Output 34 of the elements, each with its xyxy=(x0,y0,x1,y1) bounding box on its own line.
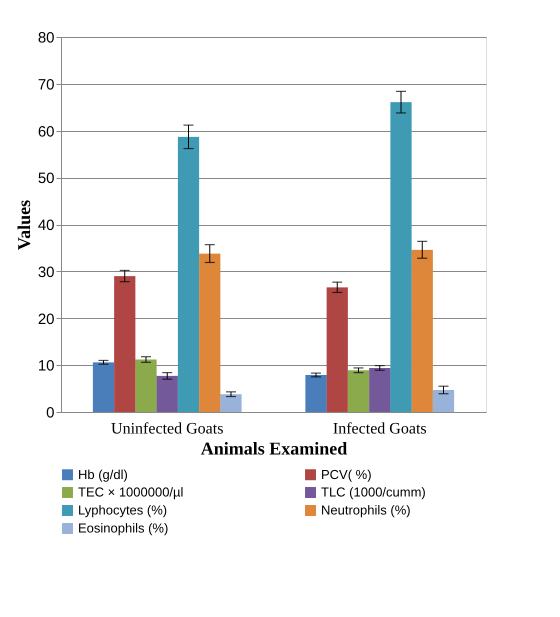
legend-label: Neutrophils (%) xyxy=(321,502,411,518)
x-tick-label: Uninfected Goats xyxy=(111,420,224,438)
y-axis-title: Values xyxy=(14,200,34,250)
bar xyxy=(220,394,242,412)
legend-label: TLC (1000/cumm) xyxy=(321,484,426,500)
bar xyxy=(178,136,200,412)
y-tick-label: 20 xyxy=(38,310,54,328)
bar xyxy=(135,360,157,412)
bar xyxy=(326,287,348,412)
bar xyxy=(432,390,454,412)
y-tick-label: 0 xyxy=(46,404,54,422)
legend-label: Eosinophils (%) xyxy=(78,520,168,536)
y-tick-label: 60 xyxy=(38,123,54,140)
bar xyxy=(369,368,390,412)
bar xyxy=(114,276,136,412)
bar xyxy=(390,102,412,412)
legend-label: Lyphocytes (%) xyxy=(78,502,168,518)
x-axis-title: Animals Examined xyxy=(200,438,348,458)
y-tick-label: 70 xyxy=(38,76,54,94)
bar xyxy=(348,370,370,412)
bar xyxy=(412,250,433,412)
bar xyxy=(92,362,114,412)
legend-label: TEC × 1000000/µl xyxy=(78,484,184,500)
bar xyxy=(305,374,327,412)
y-tick-label: 40 xyxy=(38,217,54,234)
y-tick-label: 10 xyxy=(38,358,54,375)
bar xyxy=(156,376,178,412)
y-tick-label: 80 xyxy=(38,30,54,46)
y-tick-label: 50 xyxy=(38,170,54,188)
bar xyxy=(199,254,220,412)
y-tick-label: 30 xyxy=(38,264,54,281)
legend-label: Hb (g/dl) xyxy=(78,466,128,482)
x-tick-label: Infected Goats xyxy=(332,420,427,438)
legend-label: PCV( %) xyxy=(321,466,372,482)
